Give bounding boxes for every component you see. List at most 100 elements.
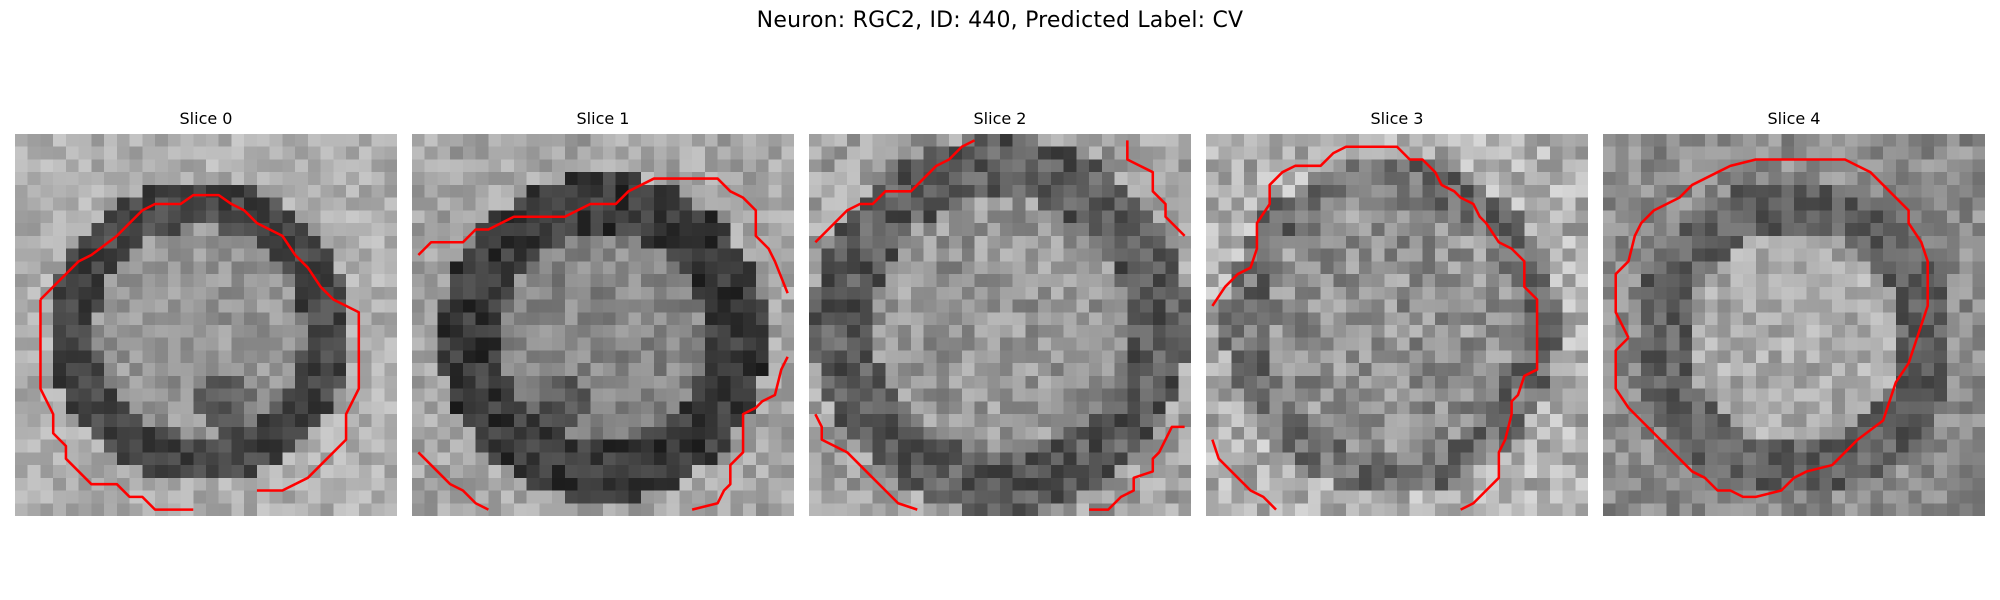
image-pixel [1615, 414, 1629, 428]
image-pixel [513, 223, 527, 237]
image-pixel [1371, 286, 1385, 300]
image-pixel [180, 235, 194, 249]
contour-line [1211, 145, 1539, 511]
image-pixel [1959, 159, 1973, 173]
image-pixel [501, 261, 515, 275]
image-pixel [1346, 197, 1360, 211]
image-pixel [641, 312, 655, 326]
image-pixel [307, 286, 321, 300]
image-pixel [1012, 223, 1026, 237]
image-pixel [1832, 235, 1846, 249]
image-pixel [1908, 414, 1922, 428]
image-pixel [1333, 452, 1347, 466]
image-pixel [346, 159, 360, 173]
image-pixel [1692, 490, 1706, 504]
image-pixel [1692, 503, 1706, 516]
image-pixel [424, 490, 438, 504]
image-pixel [15, 490, 28, 504]
image-pixel [628, 477, 642, 491]
image-pixel [628, 388, 642, 402]
image-pixel [1244, 439, 1258, 453]
contour-line [39, 193, 361, 492]
image-pixel [539, 337, 553, 351]
image-pixel [1603, 172, 1616, 186]
image-pixel [193, 172, 207, 186]
image-pixel [1435, 363, 1449, 377]
image-pixel [180, 134, 194, 147]
image-pixel [717, 184, 731, 198]
image-pixel [40, 261, 54, 275]
image-pixel [142, 325, 156, 338]
image-pixel [768, 134, 782, 147]
image-pixel [155, 426, 169, 440]
image-pixel [1038, 261, 1052, 275]
image-pixel [1063, 286, 1077, 300]
image-pixel [1857, 490, 1871, 504]
image-pixel [1755, 197, 1769, 211]
image-pixel [526, 261, 540, 275]
image-pixel [371, 261, 385, 275]
image-pixel [885, 426, 899, 440]
image-pixel [552, 337, 566, 351]
image-pixel [1320, 261, 1334, 275]
image-pixel [1653, 465, 1667, 479]
image-pixel [898, 223, 912, 237]
image-pixel [65, 248, 79, 262]
image-pixel [1295, 439, 1309, 453]
image-pixel [809, 134, 822, 147]
image-pixel [244, 274, 258, 288]
image-pixel [1307, 325, 1321, 338]
image-pixel [1857, 248, 1871, 262]
image-pixel [1730, 477, 1744, 491]
image-pixel [552, 223, 566, 237]
image-pixel [1934, 159, 1948, 173]
image-pixel [412, 363, 425, 377]
image-pixel [1409, 490, 1423, 504]
image-pixel [1269, 439, 1283, 453]
image-pixel [1768, 197, 1782, 211]
image-pixel [936, 452, 950, 466]
image-pixel [1641, 401, 1655, 415]
image-pixel [949, 159, 963, 173]
image-pixel [1743, 426, 1757, 440]
image-pixel [155, 477, 169, 491]
image-pixel [218, 375, 232, 389]
image-pixel [218, 210, 232, 224]
image-pixel [821, 184, 835, 198]
image-pixel [450, 261, 464, 275]
image-pixel [1346, 325, 1360, 338]
image-pixel [27, 452, 41, 466]
image-pixel [1641, 503, 1655, 516]
image-pixel [961, 477, 975, 491]
image-pixel [116, 363, 130, 377]
image-pixel [1295, 197, 1309, 211]
image-pixel [488, 388, 502, 402]
image-pixel [961, 375, 975, 389]
image-pixel [1934, 197, 1948, 211]
image-pixel [1549, 197, 1563, 211]
image-pixel [295, 465, 309, 479]
image-pixel [834, 286, 848, 300]
image-pixel [1819, 452, 1833, 466]
image-pixel [1050, 503, 1064, 516]
image-pixel [755, 401, 769, 415]
image-pixel [40, 337, 54, 351]
image-pixel [603, 159, 616, 173]
image-pixel [1063, 503, 1077, 516]
image-pixel [1755, 452, 1769, 466]
image-pixel [1666, 325, 1680, 338]
image-pixel [526, 388, 540, 402]
image-pixel [437, 490, 451, 504]
image-pixel [155, 350, 169, 364]
image-pixel [1409, 299, 1423, 313]
image-pixel [1063, 299, 1077, 313]
image-pixel [743, 452, 757, 466]
image-pixel [15, 465, 28, 479]
image-pixel [1921, 465, 1935, 479]
image-pixel [1384, 299, 1398, 313]
image-pixel [1615, 477, 1629, 491]
image-pixel [1282, 248, 1296, 262]
image-pixel [320, 363, 334, 377]
image-pixel [717, 426, 731, 440]
image-pixel [1908, 172, 1922, 186]
